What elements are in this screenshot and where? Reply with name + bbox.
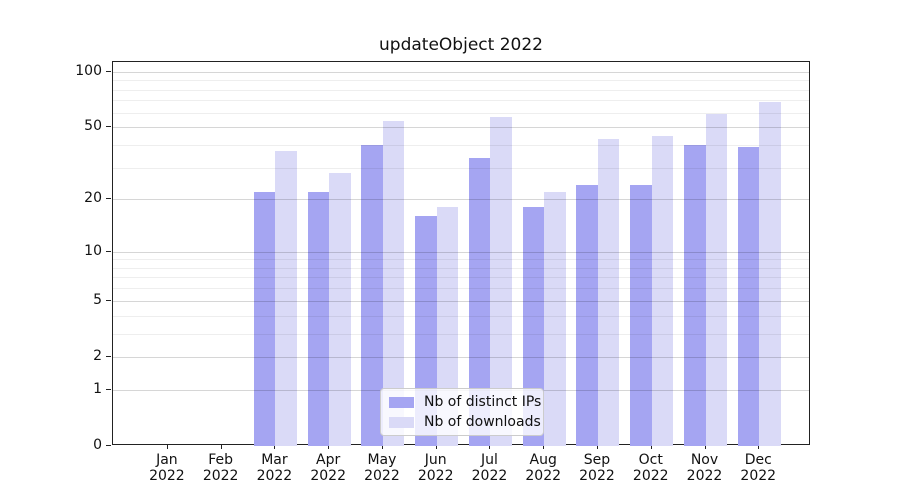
x-tick-label-mar-2022: Mar 2022: [256, 452, 293, 484]
bar-nb-of-distinct-ips-nov-2022: [684, 144, 706, 446]
y-tick-mark-2: [106, 355, 111, 357]
bar-nb-of-distinct-ips-apr-2022: [307, 191, 330, 446]
x-tick-label-dec-2022: Dec 2022: [740, 452, 777, 484]
gridline-y-10: [113, 251, 809, 253]
bar-nb-of-downloads-dec-2022: [759, 101, 781, 446]
gridline-y-9: [113, 259, 809, 261]
y-tick-label-2: 2: [93, 347, 102, 364]
bar-nb-of-downloads-apr-2022: [329, 172, 351, 446]
bar-nb-of-downloads-may-2022: [382, 121, 405, 446]
bar-nb-of-downloads-jul-2022: [490, 116, 512, 446]
y-tick-label-1: 1: [93, 380, 102, 397]
bar-nb-of-downloads-jun-2022: [436, 207, 459, 446]
gridline-y-100: [113, 71, 809, 73]
y-tick-label-20: 20: [84, 190, 102, 207]
gridline-y-20: [113, 199, 809, 201]
x-tick-label-feb-2022: Feb 2022: [202, 452, 239, 484]
gridline-y-80: [113, 89, 809, 91]
bar-nb-of-distinct-ips-sep-2022: [576, 185, 598, 446]
bar-nb-of-distinct-ips-mar-2022: [253, 191, 276, 446]
x-tick-mark-nov-2022: [704, 445, 706, 449]
x-tick-mark-jul-2022: [489, 445, 491, 449]
x-tick-mark-jan-2022: [166, 445, 168, 449]
gridline-y-3: [113, 333, 809, 335]
legend-swatch-downloads: [389, 416, 414, 428]
bar-nb-of-downloads-mar-2022: [275, 151, 297, 446]
x-tick-label-apr-2022: Apr 2022: [310, 452, 346, 484]
bar-nb-of-distinct-ips-oct-2022: [630, 185, 652, 446]
bar-nb-of-downloads-sep-2022: [597, 139, 620, 446]
x-tick-mark-may-2022: [381, 445, 383, 449]
legend: Nb of distinct IPs Nb of downloads: [380, 388, 544, 436]
gridline-y-4: [113, 315, 809, 317]
y-tick-label-5: 5: [93, 291, 102, 308]
gridline-y-60: [113, 112, 809, 114]
x-tick-mark-sep-2022: [596, 445, 598, 449]
y-tick-mark-20: [106, 198, 111, 200]
legend-item-downloads: Nb of downloads: [389, 414, 543, 430]
bar-nb-of-distinct-ips-jul-2022: [468, 157, 491, 446]
legend-label-downloads: Nb of downloads: [424, 414, 541, 430]
x-tick-label-jul-2022: Jul 2022: [471, 452, 508, 484]
gridline-y-90: [113, 80, 809, 82]
gridline-y-8: [113, 267, 809, 269]
gridline-y-70: [113, 100, 809, 102]
legend-item-distinct-ips: Nb of distinct IPs: [389, 394, 543, 410]
y-tick-mark-50: [106, 126, 111, 128]
gridline-y-40: [113, 144, 809, 146]
gridline-y-7: [113, 277, 809, 279]
gridline-y-6: [113, 288, 809, 290]
legend-label-distinct-ips: Nb of distinct IPs: [424, 394, 542, 410]
x-tick-mark-oct-2022: [650, 445, 652, 449]
x-tick-label-nov-2022: Nov 2022: [686, 452, 723, 484]
y-tick-mark-0: [106, 445, 111, 446]
bar-nb-of-downloads-aug-2022: [544, 191, 566, 446]
bar-nb-of-distinct-ips-aug-2022: [522, 207, 545, 446]
x-tick-label-oct-2022: Oct 2022: [632, 452, 669, 484]
gridline-y-50: [113, 127, 809, 129]
gridline-y-5: [113, 300, 809, 302]
gridline-y-2: [113, 356, 809, 358]
legend-swatch-distinct-ips: [389, 396, 414, 408]
bar-nb-of-distinct-ips-may-2022: [361, 144, 383, 446]
plot-area: [112, 61, 810, 446]
x-tick-label-sep-2022: Sep 2022: [579, 452, 615, 484]
bar-nb-of-downloads-oct-2022: [651, 135, 674, 446]
x-tick-label-jan-2022: Jan 2022: [149, 452, 185, 484]
x-tick-label-may-2022: May 2022: [364, 452, 400, 484]
y-tick-mark-1: [106, 388, 111, 390]
chart-title: updateObject 2022: [379, 35, 543, 55]
x-tick-label-jun-2022: Jun 2022: [417, 452, 454, 484]
y-tick-label-10: 10: [84, 242, 102, 259]
x-tick-label-aug-2022: Aug 2022: [525, 452, 562, 484]
x-tick-mark-mar-2022: [274, 445, 276, 449]
y-tick-label-100: 100: [75, 62, 102, 79]
y-tick-mark-5: [106, 299, 111, 301]
y-tick-label-0: 0: [93, 437, 102, 453]
bar-nb-of-downloads-nov-2022: [705, 114, 727, 446]
y-tick-label-50: 50: [84, 118, 102, 135]
x-tick-mark-dec-2022: [758, 445, 760, 449]
x-tick-mark-feb-2022: [220, 445, 222, 449]
bar-nb-of-distinct-ips-dec-2022: [737, 146, 760, 446]
x-tick-mark-jun-2022: [435, 445, 437, 449]
x-tick-mark-aug-2022: [543, 445, 545, 449]
y-tick-mark-10: [106, 250, 111, 252]
y-tick-mark-100: [106, 70, 111, 72]
x-tick-mark-apr-2022: [328, 445, 330, 449]
gridline-y-30: [113, 167, 809, 169]
